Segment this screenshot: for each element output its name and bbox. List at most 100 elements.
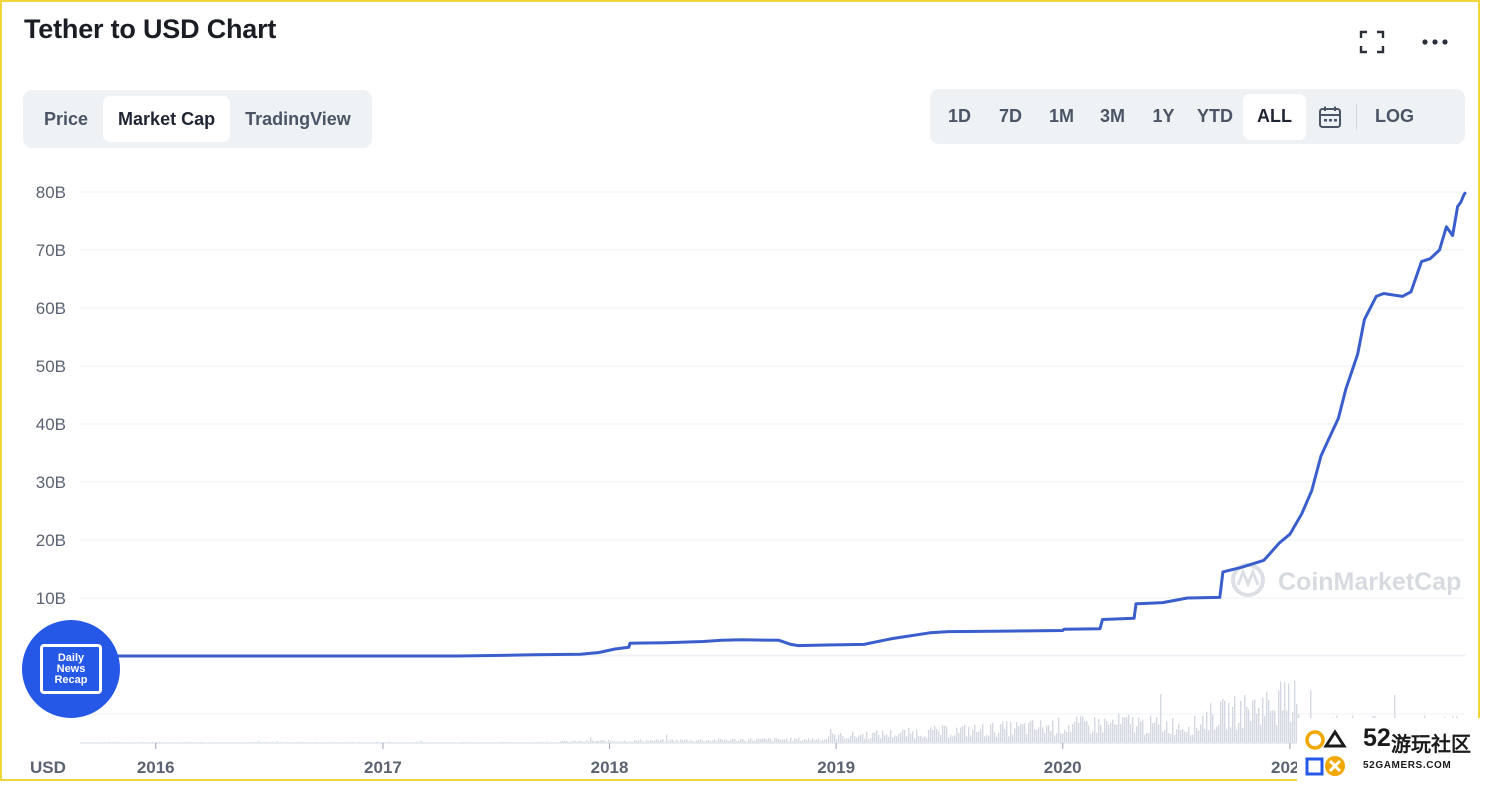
- volume-bar: [1254, 699, 1256, 743]
- y-tick-label: 70B: [36, 241, 66, 260]
- range-3m-button[interactable]: 3M: [1099, 106, 1125, 126]
- volume-bar: [692, 741, 694, 743]
- volume-bar: [804, 739, 806, 743]
- volume-bar: [776, 738, 778, 743]
- volume-bar: [998, 732, 1000, 743]
- volume-bar: [1024, 723, 1026, 743]
- volume-bar: [1288, 683, 1290, 743]
- tab-tradingview[interactable]: TradingView: [245, 108, 351, 129]
- volume-bar: [1056, 733, 1058, 743]
- volume-bar: [874, 732, 876, 743]
- y-tick-label: 30B: [36, 473, 66, 492]
- volume-bar: [710, 740, 712, 743]
- volume-bar: [726, 740, 728, 743]
- volume-bar: [954, 735, 956, 743]
- volume-bar: [968, 727, 970, 743]
- volume-bar: [574, 740, 576, 743]
- 52gamers-watermark: 52 游玩社区 52GAMERS.COM: [1297, 718, 1485, 786]
- currency-label: USD: [30, 758, 66, 777]
- tab-price[interactable]: Price: [44, 108, 89, 129]
- volume-bar: [766, 739, 768, 743]
- volume-bar: [686, 739, 688, 743]
- volume-bar: [984, 736, 986, 743]
- volume-bar: [904, 729, 906, 743]
- volume-bar: [892, 737, 894, 743]
- range-1y-button[interactable]: 1Y: [1152, 106, 1175, 126]
- log-scale-button[interactable]: LOG: [1375, 106, 1414, 126]
- volume-bar: [834, 734, 836, 743]
- volume-bar: [982, 723, 984, 743]
- volume-bar: [1284, 682, 1286, 743]
- volume-bar: [966, 736, 968, 743]
- volume-bar: [1132, 717, 1134, 743]
- expand-icon[interactable]: [1358, 29, 1386, 55]
- volume-bar: [602, 740, 604, 743]
- volume-bar: [878, 735, 880, 743]
- volume-bar: [938, 731, 940, 743]
- more-horizontal-icon[interactable]: [1419, 30, 1451, 54]
- volume-bar: [1010, 721, 1012, 743]
- volume-bar: [1150, 715, 1152, 743]
- volume-bar: [1112, 719, 1114, 743]
- volume-bar: [648, 741, 650, 743]
- volume-bar: [1042, 727, 1044, 743]
- volume-bar: [684, 739, 686, 743]
- range-7d-button[interactable]: 7D: [998, 106, 1022, 126]
- volume-bar: [580, 740, 582, 743]
- volume-bar: [638, 740, 640, 743]
- volume-bar: [946, 726, 948, 743]
- volume-bar: [994, 732, 996, 743]
- volume-bar: [420, 740, 422, 743]
- volume-bar: [1048, 725, 1050, 743]
- volume-bar: [858, 735, 860, 743]
- volume-bar: [838, 734, 840, 743]
- volume-bar: [950, 734, 952, 743]
- volume-bar: [1272, 710, 1274, 743]
- volume-bar: [1144, 734, 1146, 743]
- volume-bar: [992, 722, 994, 743]
- volume-bar: [798, 737, 800, 743]
- volume-bar: [670, 739, 672, 743]
- range-ytd-button[interactable]: YTD: [1197, 106, 1233, 126]
- range-all-button[interactable]: ALL: [1243, 93, 1306, 140]
- tab-market-cap[interactable]: Market Cap: [103, 96, 231, 142]
- volume-bar: [1158, 724, 1160, 743]
- volume-bar: [1116, 724, 1118, 743]
- volume-bar: [924, 736, 926, 743]
- volume-bar: [722, 740, 724, 743]
- volume-bar: [1038, 727, 1040, 743]
- daily-news-recap-badge[interactable]: Daily News Recap: [22, 620, 120, 718]
- volume-bar: [1234, 695, 1236, 743]
- volume-bar: [1210, 703, 1212, 743]
- volume-bar: [714, 739, 716, 743]
- volume-bar: [668, 741, 670, 743]
- y-tick-label: 50B: [36, 357, 66, 376]
- range-1d-button[interactable]: 1D: [947, 106, 971, 126]
- volume-bar: [754, 741, 756, 743]
- volume-bar: [620, 741, 622, 743]
- volume-bar: [1172, 718, 1174, 743]
- volume-bar: [1122, 717, 1124, 743]
- volume-bar: [866, 732, 868, 743]
- volume-bar: [796, 739, 798, 743]
- volume-bar: [970, 735, 972, 743]
- volume-bar: [1230, 727, 1232, 743]
- volume-bar: [744, 740, 746, 743]
- range-1m-button[interactable]: 1M: [1048, 106, 1074, 126]
- volume-bar: [1136, 726, 1138, 743]
- calendar-icon[interactable]: [1310, 94, 1350, 140]
- volume-bar: [1096, 732, 1098, 743]
- volume-bar: [596, 740, 598, 743]
- volume-bar: [1184, 731, 1186, 743]
- volume-bar: [890, 730, 892, 743]
- volume-bar: [1250, 720, 1252, 743]
- volume-bar: [728, 741, 730, 743]
- volume-bar: [908, 727, 910, 743]
- volume-bar: [1044, 733, 1046, 743]
- volume-bar: [1006, 721, 1008, 743]
- volume-bar: [1188, 726, 1190, 743]
- volume-bar: [822, 740, 824, 743]
- volume-bar: [1014, 728, 1016, 743]
- volume-bar: [1022, 724, 1024, 743]
